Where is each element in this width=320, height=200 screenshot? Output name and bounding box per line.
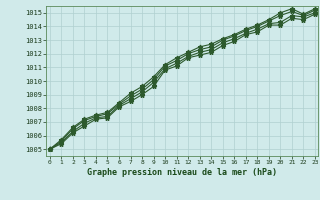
- X-axis label: Graphe pression niveau de la mer (hPa): Graphe pression niveau de la mer (hPa): [87, 168, 277, 177]
